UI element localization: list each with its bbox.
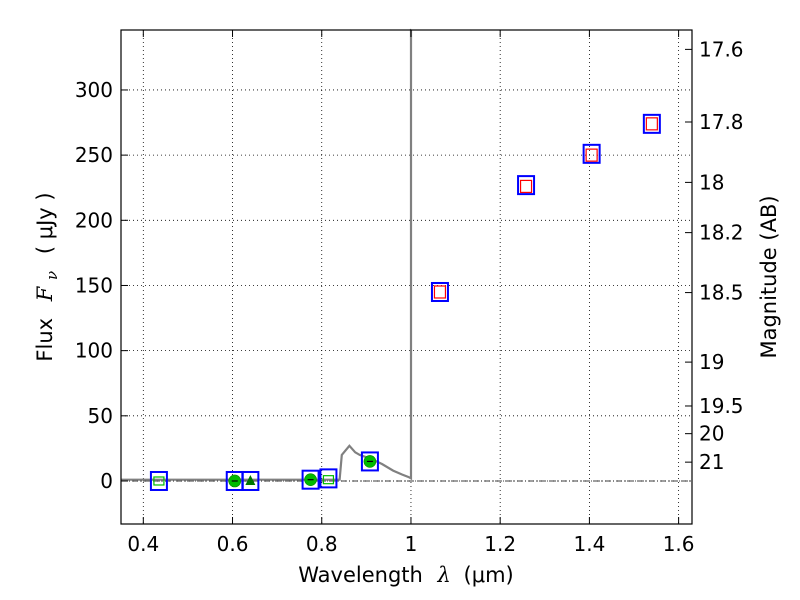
x-tick-label: 1.2 (484, 532, 516, 556)
y-tick-label: 300 (75, 78, 113, 102)
model-photometry-point (149, 470, 168, 491)
mag-tick-label: 21 (699, 450, 724, 474)
model-photometry-point (517, 175, 536, 196)
x-tick-label: 1.6 (663, 532, 695, 556)
model-photometry-point (360, 451, 379, 472)
model-photometry-point (430, 281, 449, 302)
observed-point (519, 179, 533, 194)
x-tick-label: 0.4 (127, 532, 159, 556)
y2-axis-title: Magnitude (AB) (757, 195, 781, 358)
model-photometry-point (319, 468, 338, 489)
plot-frame (120, 29, 693, 525)
data-layer (121, 28, 661, 491)
x-tick-label: 0.6 (217, 532, 249, 556)
mag-tick-label: 18.5 (699, 281, 744, 305)
model-photometry-point (582, 143, 601, 164)
x-tick-label: 1.4 (573, 532, 605, 556)
x-axis-title: Wavelength λ (μm) (298, 563, 513, 587)
x-axis-symbol: λ (437, 563, 451, 587)
upper-limit-point (322, 475, 335, 485)
y-tick-label: 0 (100, 469, 113, 493)
mag-tick-label: 19 (699, 350, 724, 374)
mag-tick-label: 20 (699, 422, 724, 446)
y-axis-unit: ( μJy ) (33, 192, 57, 254)
y-tick-label: 50 (88, 404, 113, 428)
model-photometry-point (241, 470, 260, 491)
mag-tick-label: 17.6 (699, 37, 744, 61)
tick-layer: 0.4 0.6 0.8 1 1.2 1.4 1.6 0 50 100 150 200 250 300 17.… (75, 30, 744, 556)
x-tick-label: 0.8 (306, 532, 338, 556)
observed-point (585, 148, 598, 162)
x-tick-label: 1 (405, 532, 418, 556)
x-axis-unit: (μm) (464, 563, 514, 587)
model-photometry-point (642, 113, 661, 134)
mag-tick-label: 18 (699, 170, 724, 194)
mag-tick-label: 18.2 (699, 221, 744, 245)
y-axis-label: Flux (33, 318, 57, 362)
y-tick-label: 100 (75, 339, 113, 363)
x-axis-label: Wavelength (298, 563, 423, 587)
observed-point (433, 285, 447, 299)
y-axis-title: Flux F ν ( μJy ) (33, 192, 62, 361)
y-axis-subscript: ν (43, 271, 61, 280)
mag-tick-label: 17.8 (699, 110, 744, 134)
model-photometry-point (301, 469, 320, 490)
y-tick-label: 150 (75, 273, 113, 297)
y-tick-label: 200 (75, 208, 113, 232)
grid-layer (121, 30, 692, 524)
mag-tick-label: 19.5 (699, 394, 744, 418)
y-tick-label: 250 (75, 143, 113, 167)
y-axis-symbol: F (33, 285, 57, 302)
observed-point (645, 117, 658, 131)
upper-limit-point (153, 476, 165, 486)
detection-triangle-point (245, 474, 256, 485)
